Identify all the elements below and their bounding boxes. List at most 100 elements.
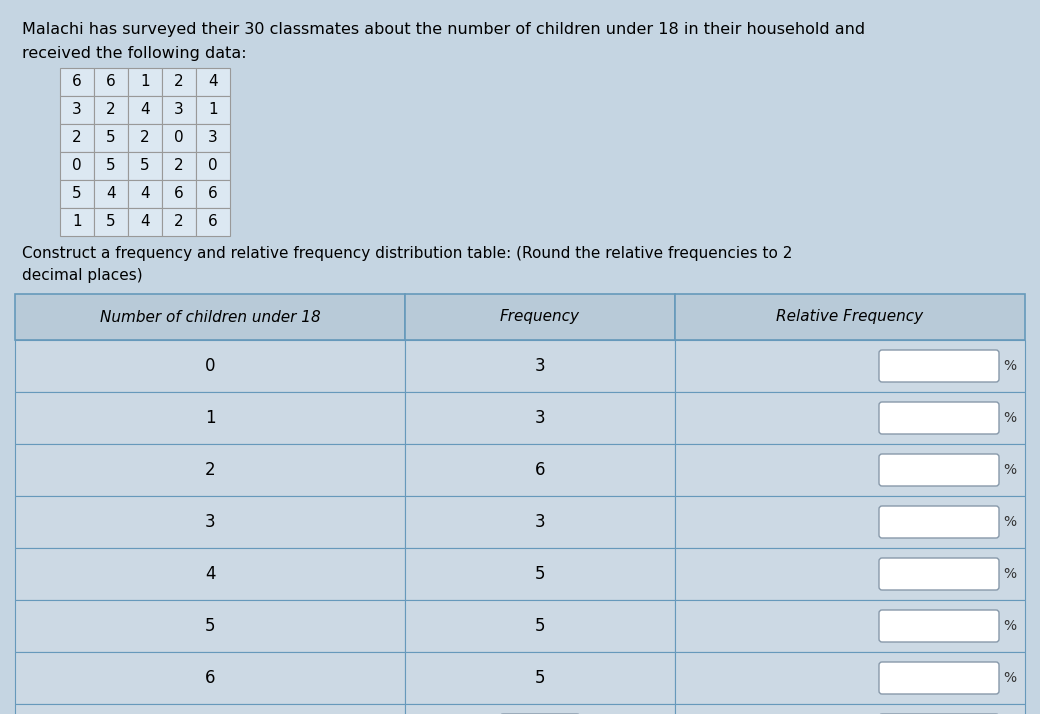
Text: %: %: [1003, 515, 1016, 529]
Text: 3: 3: [535, 357, 545, 375]
Bar: [675, 704, 1025, 714]
Text: 1: 1: [205, 409, 215, 427]
Bar: [162, 152, 196, 180]
Bar: [162, 180, 196, 208]
Text: 6: 6: [208, 186, 217, 201]
Bar: [60, 180, 94, 208]
Text: 6: 6: [205, 669, 215, 687]
Text: 5: 5: [106, 159, 115, 174]
Text: 6: 6: [535, 461, 545, 479]
Bar: [128, 180, 162, 208]
FancyBboxPatch shape: [879, 558, 999, 590]
Text: 5: 5: [205, 617, 215, 635]
Bar: [60, 96, 94, 124]
Bar: [15, 340, 405, 392]
Text: 3: 3: [205, 513, 215, 531]
Text: %: %: [1003, 359, 1016, 373]
Text: Number of children under 18: Number of children under 18: [100, 309, 320, 324]
Text: 0: 0: [174, 131, 184, 146]
Text: 2: 2: [174, 74, 184, 89]
FancyBboxPatch shape: [879, 402, 999, 434]
Text: 1: 1: [140, 74, 150, 89]
Bar: [405, 652, 675, 704]
Text: 5: 5: [535, 617, 545, 635]
Text: 3: 3: [208, 131, 217, 146]
Bar: [405, 600, 675, 652]
Bar: [196, 152, 230, 180]
Bar: [94, 208, 128, 236]
Text: %: %: [1003, 463, 1016, 477]
Bar: [162, 96, 196, 124]
Text: 1: 1: [72, 214, 82, 229]
FancyBboxPatch shape: [879, 662, 999, 694]
Text: 6: 6: [174, 186, 184, 201]
Bar: [196, 124, 230, 152]
Bar: [675, 652, 1025, 704]
Text: Relative Frequency: Relative Frequency: [777, 309, 924, 324]
Bar: [60, 124, 94, 152]
Text: 5: 5: [72, 186, 82, 201]
Text: 3: 3: [72, 103, 82, 118]
Bar: [196, 96, 230, 124]
Text: 6: 6: [208, 214, 217, 229]
Bar: [94, 180, 128, 208]
Text: %: %: [1003, 411, 1016, 425]
Bar: [405, 704, 675, 714]
Bar: [15, 600, 405, 652]
Text: 4: 4: [140, 214, 150, 229]
Bar: [196, 68, 230, 96]
Text: Construct a frequency and relative frequency distribution table: (Round the rela: Construct a frequency and relative frequ…: [22, 246, 792, 261]
Bar: [675, 340, 1025, 392]
Text: 3: 3: [174, 103, 184, 118]
Bar: [15, 704, 405, 714]
Bar: [196, 208, 230, 236]
Bar: [196, 180, 230, 208]
Text: 4: 4: [140, 186, 150, 201]
Bar: [405, 340, 675, 392]
Bar: [405, 496, 675, 548]
Bar: [60, 208, 94, 236]
Text: 6: 6: [72, 74, 82, 89]
Text: decimal places): decimal places): [22, 268, 142, 283]
Text: 2: 2: [174, 214, 184, 229]
Text: %: %: [1003, 619, 1016, 633]
Text: 5: 5: [535, 669, 545, 687]
Bar: [128, 124, 162, 152]
Text: 5: 5: [140, 159, 150, 174]
Bar: [94, 68, 128, 96]
FancyBboxPatch shape: [879, 506, 999, 538]
Bar: [15, 496, 405, 548]
Bar: [162, 68, 196, 96]
Text: 1: 1: [208, 103, 217, 118]
Bar: [405, 444, 675, 496]
Text: 3: 3: [535, 409, 545, 427]
Text: 5: 5: [535, 565, 545, 583]
Bar: [15, 294, 405, 340]
Text: 0: 0: [208, 159, 217, 174]
Bar: [405, 548, 675, 600]
Text: 2: 2: [140, 131, 150, 146]
FancyBboxPatch shape: [879, 610, 999, 642]
Text: 2: 2: [72, 131, 82, 146]
FancyBboxPatch shape: [879, 350, 999, 382]
Text: 2: 2: [205, 461, 215, 479]
Bar: [94, 96, 128, 124]
Text: 2: 2: [174, 159, 184, 174]
Text: %: %: [1003, 567, 1016, 581]
Text: 0: 0: [205, 357, 215, 375]
Bar: [60, 152, 94, 180]
Text: 4: 4: [140, 103, 150, 118]
Text: 4: 4: [208, 74, 217, 89]
Bar: [128, 208, 162, 236]
Bar: [675, 548, 1025, 600]
Text: 2: 2: [106, 103, 115, 118]
Bar: [128, 96, 162, 124]
Bar: [675, 392, 1025, 444]
Bar: [405, 294, 675, 340]
Text: Malachi has surveyed their 30 classmates about the number of children under 18 i: Malachi has surveyed their 30 classmates…: [22, 22, 865, 37]
Bar: [405, 392, 675, 444]
Text: received the following data:: received the following data:: [22, 46, 246, 61]
Text: 4: 4: [106, 186, 115, 201]
Bar: [94, 124, 128, 152]
FancyBboxPatch shape: [879, 454, 999, 486]
